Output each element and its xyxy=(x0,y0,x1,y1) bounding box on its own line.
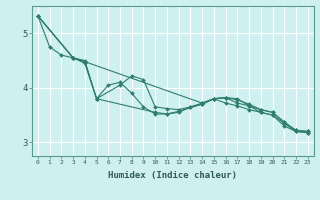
X-axis label: Humidex (Indice chaleur): Humidex (Indice chaleur) xyxy=(108,171,237,180)
